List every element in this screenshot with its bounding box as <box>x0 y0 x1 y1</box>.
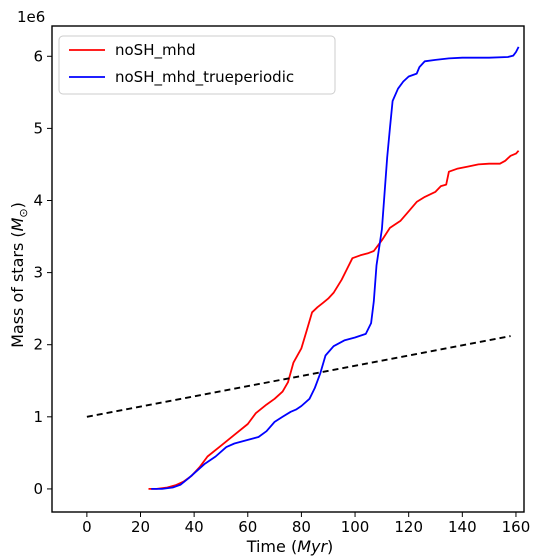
series-line-noSH-mhd-trueperiodic <box>151 46 520 490</box>
ticks-layer: 0 20 40 60 80 100 120 140 160 0 1 2 3 4 5 6 <box>33 47 530 536</box>
y-tick-label: 4 <box>33 191 43 209</box>
series-line-dashed-reference <box>86 335 511 418</box>
x-tick-label: 100 <box>341 518 370 536</box>
legend-label-noSH-mhd: noSH_mhd <box>115 41 196 60</box>
legend-box <box>58 35 336 95</box>
y-axis-label: Mass of stars (M⊙) <box>8 202 30 348</box>
y-tick-label: 3 <box>33 264 43 282</box>
axes-frame <box>51 25 525 513</box>
x-tick-label: 0 <box>82 518 92 536</box>
y-tick-label: 2 <box>33 336 43 354</box>
series-line-noSH-mhd <box>148 150 520 490</box>
y-tick-label: 0 <box>33 480 43 498</box>
y-tick-label: 6 <box>33 47 43 65</box>
x-tick-label: 40 <box>185 518 204 536</box>
x-tick-label: 140 <box>448 518 477 536</box>
x-axis-label: Time (Myr) <box>246 537 334 556</box>
x-tick-label: 120 <box>394 518 423 536</box>
y-tick-label: 1 <box>33 408 43 426</box>
x-tick-label: 160 <box>502 518 531 536</box>
x-tick-label: 60 <box>238 518 257 536</box>
y-tick-label: 5 <box>33 119 43 137</box>
x-tick-label: 80 <box>292 518 311 536</box>
y-scale-label: 1e6 <box>17 8 45 26</box>
x-tick-label: 20 <box>131 518 150 536</box>
legend: noSH_mhd noSH_mhd_trueperiodic <box>58 35 336 95</box>
legend-label-noSH-mhd-trueperiodic: noSH_mhd_trueperiodic <box>115 68 294 87</box>
series-layer <box>86 46 520 490</box>
